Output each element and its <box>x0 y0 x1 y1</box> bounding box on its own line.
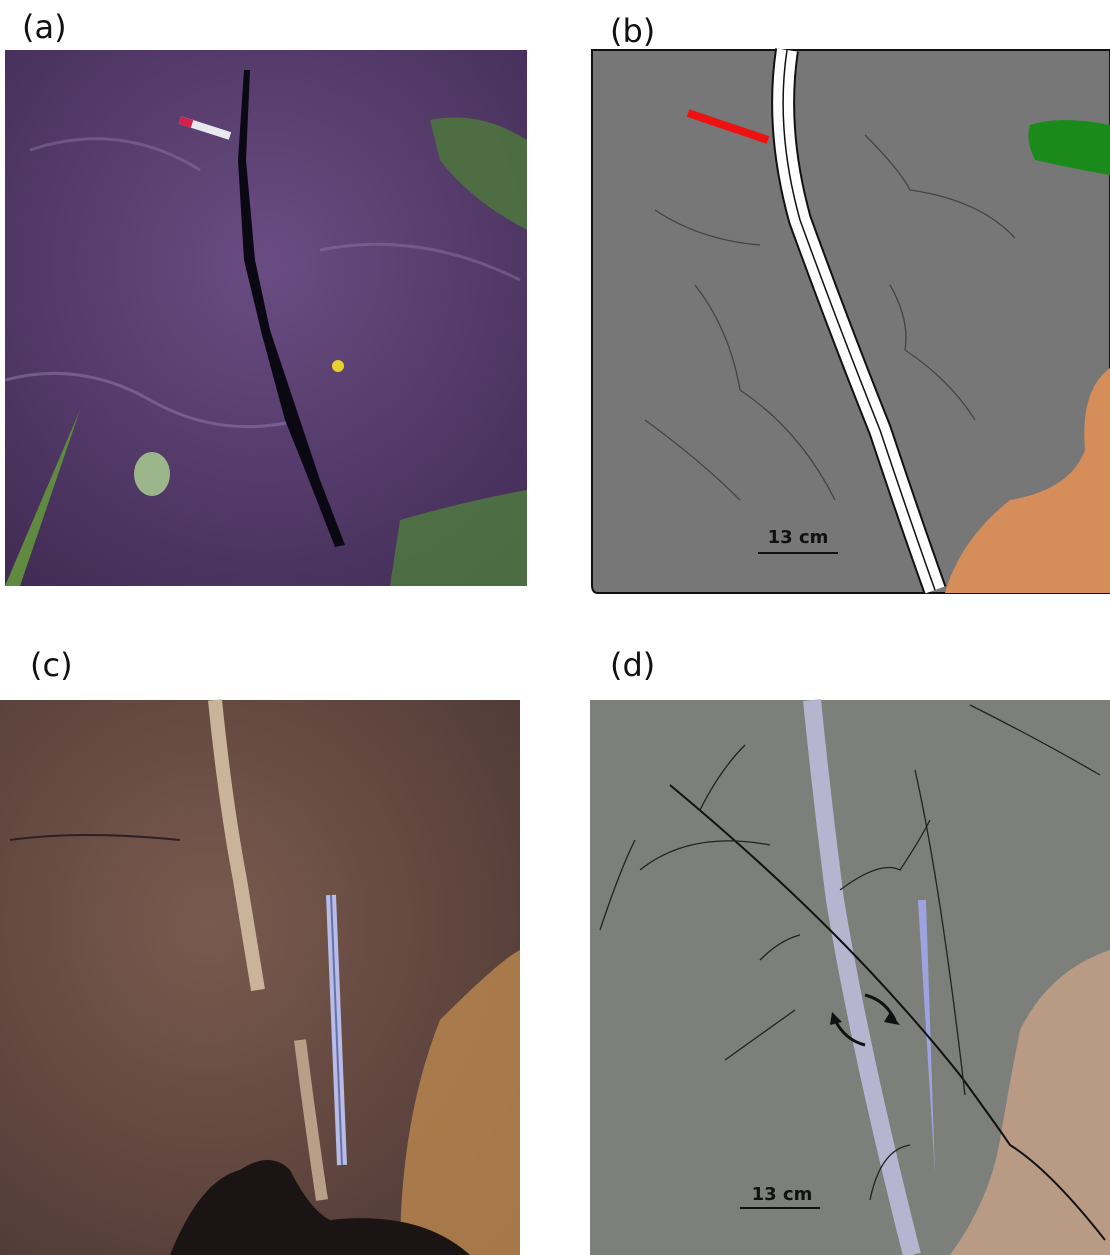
sketch-d: 13 cm <box>590 699 1110 1255</box>
photo-c <box>0 699 520 1255</box>
scale-label: 13 cm <box>752 1184 813 1205</box>
sketch-b: 13 cm <box>591 48 1110 595</box>
panel-label: (c) <box>30 646 73 684</box>
scale-label: 13 cm <box>768 527 829 548</box>
panel-label: (b) <box>610 12 655 50</box>
panel-label: (a) <box>22 8 67 46</box>
photo-a <box>4 50 527 586</box>
panel-label: (d) <box>610 646 655 684</box>
